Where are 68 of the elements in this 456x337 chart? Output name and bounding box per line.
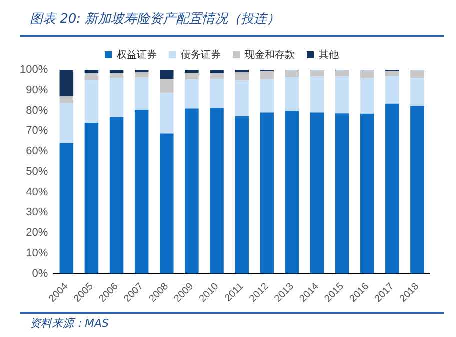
bar <box>110 117 124 274</box>
bar <box>134 110 149 274</box>
bar <box>310 112 324 274</box>
bar <box>134 72 149 78</box>
bar <box>84 80 99 123</box>
bar <box>134 78 149 110</box>
legend-label: 权益证券 <box>116 48 157 61</box>
bar <box>310 76 324 113</box>
bar <box>84 122 99 274</box>
legend-label: 其他 <box>319 48 339 61</box>
bar <box>235 72 249 81</box>
bar <box>260 71 274 80</box>
bar <box>360 70 374 78</box>
bar <box>335 70 350 77</box>
bar <box>360 78 374 114</box>
bar <box>185 80 199 109</box>
bar <box>285 70 300 78</box>
chart-title: 图表 20: 新加坡寿险资产配置情况（投连） <box>30 11 280 28</box>
bar <box>60 103 74 144</box>
bar <box>210 108 224 274</box>
y-tick-label: 60% <box>26 146 48 158</box>
bar <box>285 78 300 112</box>
bar <box>386 71 400 76</box>
bar <box>60 96 74 104</box>
bar <box>235 80 249 116</box>
bar <box>84 73 99 80</box>
bar <box>110 73 124 78</box>
bar <box>410 106 424 274</box>
y-tick-label: 100% <box>20 64 48 76</box>
bar <box>110 78 124 118</box>
bar <box>310 70 324 77</box>
y-tick-label: 50% <box>26 166 48 178</box>
y-tick-label: 30% <box>26 206 48 219</box>
bar <box>210 73 224 80</box>
bar <box>335 76 350 114</box>
bar <box>335 114 350 274</box>
bar <box>160 70 174 80</box>
bar <box>210 79 224 108</box>
legend-label: 现金和存款 <box>245 48 295 61</box>
y-tick-label: 80% <box>26 104 48 117</box>
bar <box>410 70 424 78</box>
y-tick-label: 40% <box>26 186 48 198</box>
bar <box>160 79 174 94</box>
y-tick-label: 0% <box>32 268 48 280</box>
bar <box>110 70 124 74</box>
bar <box>185 73 199 80</box>
y-tick-label: 20% <box>26 227 48 240</box>
text: 资料来源：MAS <box>30 316 109 331</box>
bar <box>410 78 424 106</box>
bar <box>84 70 99 74</box>
bar <box>60 70 74 96</box>
bar <box>386 76 400 104</box>
bar <box>160 93 174 134</box>
y-tick-label: 90% <box>26 84 48 96</box>
bar <box>360 114 374 274</box>
bar <box>185 70 199 74</box>
bar <box>260 79 274 113</box>
bar <box>210 70 224 74</box>
bar <box>260 112 274 274</box>
bar <box>235 116 249 274</box>
bar <box>285 111 300 274</box>
bar <box>160 134 174 274</box>
bar <box>386 104 400 274</box>
legend-label: 债务证券 <box>181 48 221 61</box>
y-tick-label: 10% <box>26 247 48 260</box>
bar <box>185 108 199 274</box>
y-tick-label: 70% <box>26 125 48 138</box>
bar <box>60 143 74 274</box>
